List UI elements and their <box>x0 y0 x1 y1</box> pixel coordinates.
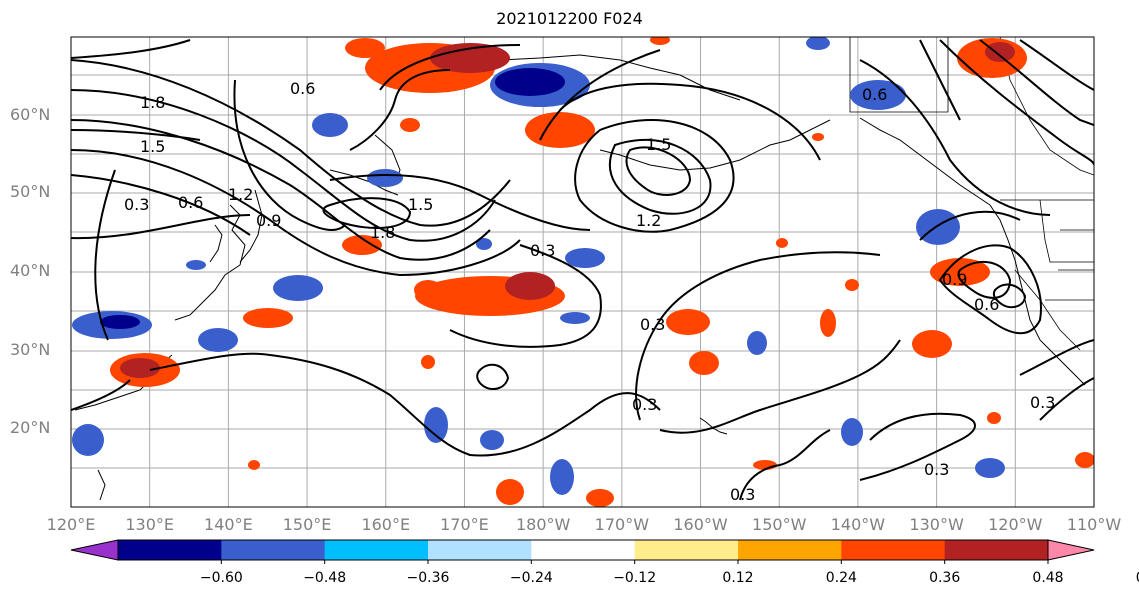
contour-label: 1.8 <box>140 93 165 112</box>
contour-label: 0.3 <box>124 195 149 214</box>
lon-label: 180°W <box>515 515 571 534</box>
lon-label: 170°W <box>594 515 650 534</box>
lon-label: 150°W <box>752 515 807 534</box>
contour-labels: 1.8 1.5 1.2 0.9 0.6 0.3 1.8 1.5 1.5 1.2 … <box>124 79 1055 504</box>
map-frame <box>70 36 1095 508</box>
lat-label: 20°N <box>10 418 51 437</box>
contour-label: 1.2 <box>228 185 253 204</box>
contour-label: 1.5 <box>140 137 165 156</box>
colorbar-tick-label: −0.48 <box>303 570 347 586</box>
lon-label: 120°E <box>46 515 96 534</box>
colorbar-segment <box>944 540 1049 560</box>
lat-label: 30°N <box>10 340 51 359</box>
colorbar-tick-label: −0.24 <box>509 570 553 586</box>
contour-label: 1.2 <box>636 211 661 230</box>
colorbar-tick-label: 0.24 <box>825 570 857 586</box>
contour-label: 0.9 <box>942 270 967 289</box>
colorbar <box>70 539 1095 564</box>
contour-label: 1.5 <box>408 195 433 214</box>
colorbar-tick-label: 0.60 <box>1136 570 1139 586</box>
contour-label: 0.3 <box>1030 393 1055 412</box>
contour-label: 0.3 <box>632 395 657 414</box>
lon-label: 170°E <box>440 515 489 534</box>
lon-label: 150°E <box>282 515 332 534</box>
lon-label: 160°W <box>673 515 728 534</box>
lat-label: 50°N <box>10 182 51 201</box>
contour-label: 0.3 <box>924 460 949 479</box>
contour-label: 0.6 <box>862 85 887 104</box>
lon-label: 130°W <box>909 515 964 534</box>
colorbar-segment <box>118 540 222 560</box>
colorbar-tick-label: 0.36 <box>929 570 961 586</box>
contour-label: 0.3 <box>530 241 555 260</box>
colorbar-tick-label: 0.12 <box>722 570 754 586</box>
contour-label: 0.6 <box>974 295 999 314</box>
colorbar-tick-label: −0.12 <box>613 570 657 586</box>
map-title: 2021012200 F024 <box>496 9 643 28</box>
colorbar-extend-max <box>1047 539 1095 561</box>
contour-label: 0.6 <box>178 193 203 212</box>
colorbar-tick-label: −0.36 <box>406 570 450 586</box>
contour-label: 0.3 <box>640 315 665 334</box>
lon-label: 130°E <box>125 515 175 534</box>
contour-label: 0.9 <box>256 211 281 230</box>
colorbar-frame <box>117 539 1049 561</box>
lon-label: 140°W <box>830 515 886 534</box>
colorbar-segment <box>634 540 739 560</box>
contour-label: 0.6 <box>290 79 315 98</box>
lon-label: 140°E <box>204 515 253 534</box>
colorbar-extend-min <box>70 539 119 561</box>
colorbar-segment <box>428 540 532 560</box>
contour-label: 1.8 <box>370 223 395 242</box>
lat-label: 40°N <box>10 261 51 280</box>
lon-label: 110°W <box>1066 515 1122 534</box>
lon-label: 160°E <box>361 515 411 534</box>
colorbar-tick-label: 0.48 <box>1032 570 1064 586</box>
colorbar-segment <box>531 540 636 560</box>
colorbar-segment <box>841 540 946 560</box>
contour-label: 1.5 <box>646 135 671 154</box>
colorbar-tick-label: −0.60 <box>199 570 243 586</box>
contours <box>71 39 1094 501</box>
colorbar-segment <box>738 540 842 560</box>
colorbar-segment <box>324 540 429 560</box>
colorbar-segment <box>221 540 326 560</box>
lat-label: 60°N <box>10 105 51 124</box>
lon-label: 120°W <box>988 515 1043 534</box>
contour-label: 0.3 <box>730 485 755 504</box>
